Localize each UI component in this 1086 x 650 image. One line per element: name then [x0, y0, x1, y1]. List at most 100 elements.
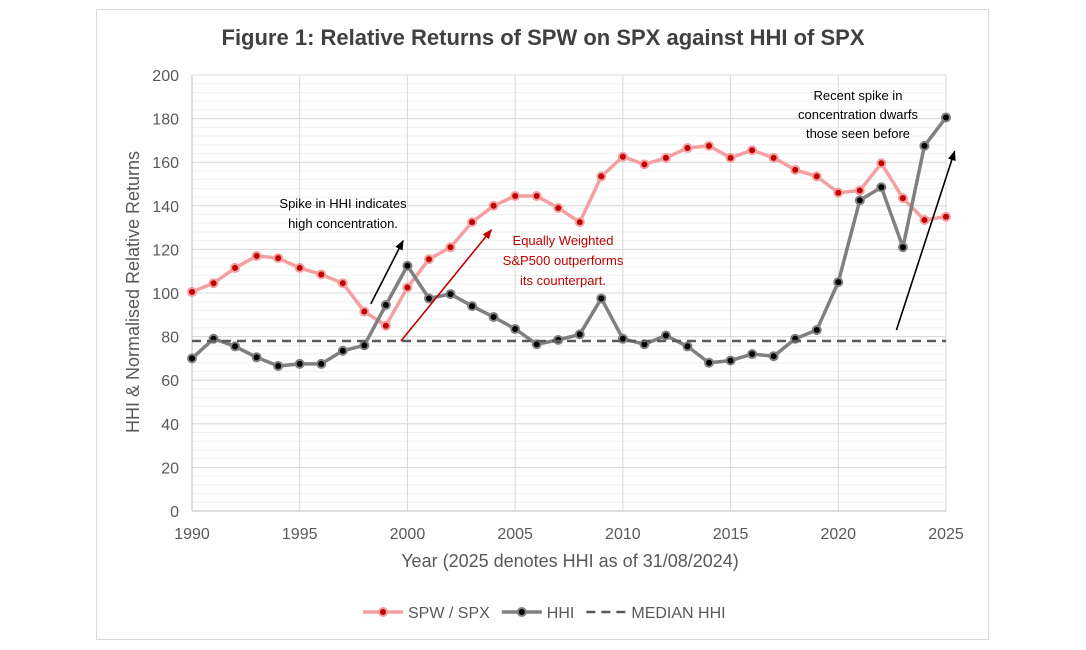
data-point-hhi: [423, 293, 434, 304]
data-point-hhi: [704, 357, 715, 368]
series-layer: [187, 112, 951, 372]
data-point-hhi: [187, 353, 197, 364]
data-point-hhi: [337, 345, 348, 356]
annotations: Spike in HHI indicates high concentration…: [279, 88, 956, 342]
annotation-arrow: [400, 229, 493, 342]
data-point-spw-spx: [768, 152, 779, 163]
data-point-spw-spx: [531, 190, 542, 201]
data-point-spw-spx: [359, 306, 370, 317]
data-point-hhi: [897, 242, 908, 253]
x-tick-label: 2000: [390, 526, 426, 543]
data-point-hhi: [359, 340, 370, 351]
y-tick-label: 120: [152, 242, 179, 259]
data-point-spw-spx: [251, 250, 262, 261]
y-tick-label: 100: [152, 286, 179, 303]
data-point-spw-spx: [553, 202, 564, 213]
legend-marker-hhi: [516, 607, 527, 617]
data-point-hhi: [596, 293, 607, 304]
annotation-text: those seen before: [806, 126, 910, 141]
data-point-hhi: [660, 330, 671, 341]
chart-title: Figure 1: Relative Returns of SPW on SPX…: [222, 25, 865, 50]
data-point-hhi: [768, 351, 779, 362]
data-point-hhi: [316, 358, 327, 369]
data-point-spw-spx: [316, 269, 327, 280]
data-point-spw-spx: [617, 151, 628, 162]
data-point-hhi: [574, 329, 585, 340]
data-point-hhi: [273, 361, 284, 372]
data-point-spw-spx: [704, 140, 715, 151]
y-tick-label: 60: [161, 373, 179, 390]
data-point-spw-spx: [208, 278, 219, 289]
annotation-text: Recent spike in: [814, 88, 903, 103]
data-point-spw-spx: [510, 190, 521, 201]
x-tick-label: 2025: [928, 526, 964, 543]
data-point-hhi: [402, 260, 413, 271]
legend: SPW / SPX HHI MEDIAN HHI: [363, 605, 726, 622]
data-point-spw-spx: [380, 320, 391, 331]
data-point-hhi: [876, 182, 887, 193]
data-point-hhi: [919, 140, 930, 151]
data-point-hhi: [747, 349, 758, 360]
legend-label-spw-spx: SPW / SPX: [408, 605, 490, 622]
data-point-hhi: [294, 358, 305, 369]
data-point-spw-spx: [574, 217, 585, 228]
y-tick-label: 80: [161, 330, 179, 347]
annotation-arrow: [895, 150, 956, 331]
data-point-spw-spx: [488, 200, 499, 211]
data-point-spw-spx: [919, 214, 930, 225]
annotation-text: high concentration.: [288, 216, 398, 231]
annotation-text: concentration dwarfs: [798, 107, 918, 122]
legend-label-hhi: HHI: [547, 605, 575, 622]
y-tick-label: 40: [161, 417, 179, 434]
data-point-spw-spx: [187, 286, 197, 297]
annotation-arrow: [370, 239, 404, 305]
data-point-spw-spx: [596, 171, 607, 182]
y-tick-label: 200: [152, 68, 179, 85]
annotation-text: Equally Weighted: [513, 233, 614, 248]
y-axis-title: HHI & Normalised Relative Returns: [123, 151, 143, 433]
x-tick-label: 1995: [282, 526, 318, 543]
data-point-spw-spx: [273, 253, 284, 264]
data-point-spw-spx: [897, 193, 908, 204]
data-point-hhi: [854, 195, 865, 206]
data-point-spw-spx: [941, 211, 951, 222]
y-tick-label: 180: [152, 112, 179, 129]
x-tick-label: 2010: [605, 526, 641, 543]
data-point-hhi: [445, 289, 456, 300]
y-tick-label: 140: [152, 199, 179, 216]
data-point-hhi: [941, 112, 951, 123]
data-point-hhi: [531, 339, 542, 350]
annotation-text: S&P500 outperforms: [503, 253, 624, 268]
y-tick-label: 0: [170, 504, 179, 521]
data-point-hhi: [230, 341, 241, 352]
annotation-text: its counterpart.: [520, 273, 606, 288]
data-point-hhi: [682, 341, 693, 352]
data-point-spw-spx: [445, 242, 456, 253]
data-point-spw-spx: [230, 262, 241, 273]
data-point-spw-spx: [833, 187, 844, 198]
x-tick-label: 2015: [713, 526, 749, 543]
data-point-spw-spx: [790, 164, 801, 175]
chart-frame: [96, 9, 989, 640]
data-point-spw-spx: [854, 185, 865, 196]
data-point-hhi: [488, 311, 499, 322]
data-point-spw-spx: [747, 145, 758, 156]
data-point-hhi: [833, 277, 844, 288]
data-point-spw-spx: [337, 278, 348, 289]
data-point-spw-spx: [423, 254, 434, 265]
data-point-spw-spx: [811, 171, 822, 182]
data-point-spw-spx: [876, 158, 887, 169]
data-point-spw-spx: [682, 143, 693, 154]
data-point-spw-spx: [402, 282, 413, 293]
data-point-hhi: [251, 352, 262, 363]
x-tick-label: 1990: [174, 526, 210, 543]
data-point-spw-spx: [639, 159, 650, 170]
data-point-spw-spx: [467, 217, 478, 228]
x-tick-label: 2020: [820, 526, 856, 543]
x-tick-label: 2005: [497, 526, 533, 543]
data-point-hhi: [380, 299, 391, 310]
data-point-spw-spx: [725, 152, 736, 163]
data-point-spw-spx: [660, 152, 671, 163]
legend-marker-spw-spx: [378, 607, 388, 617]
